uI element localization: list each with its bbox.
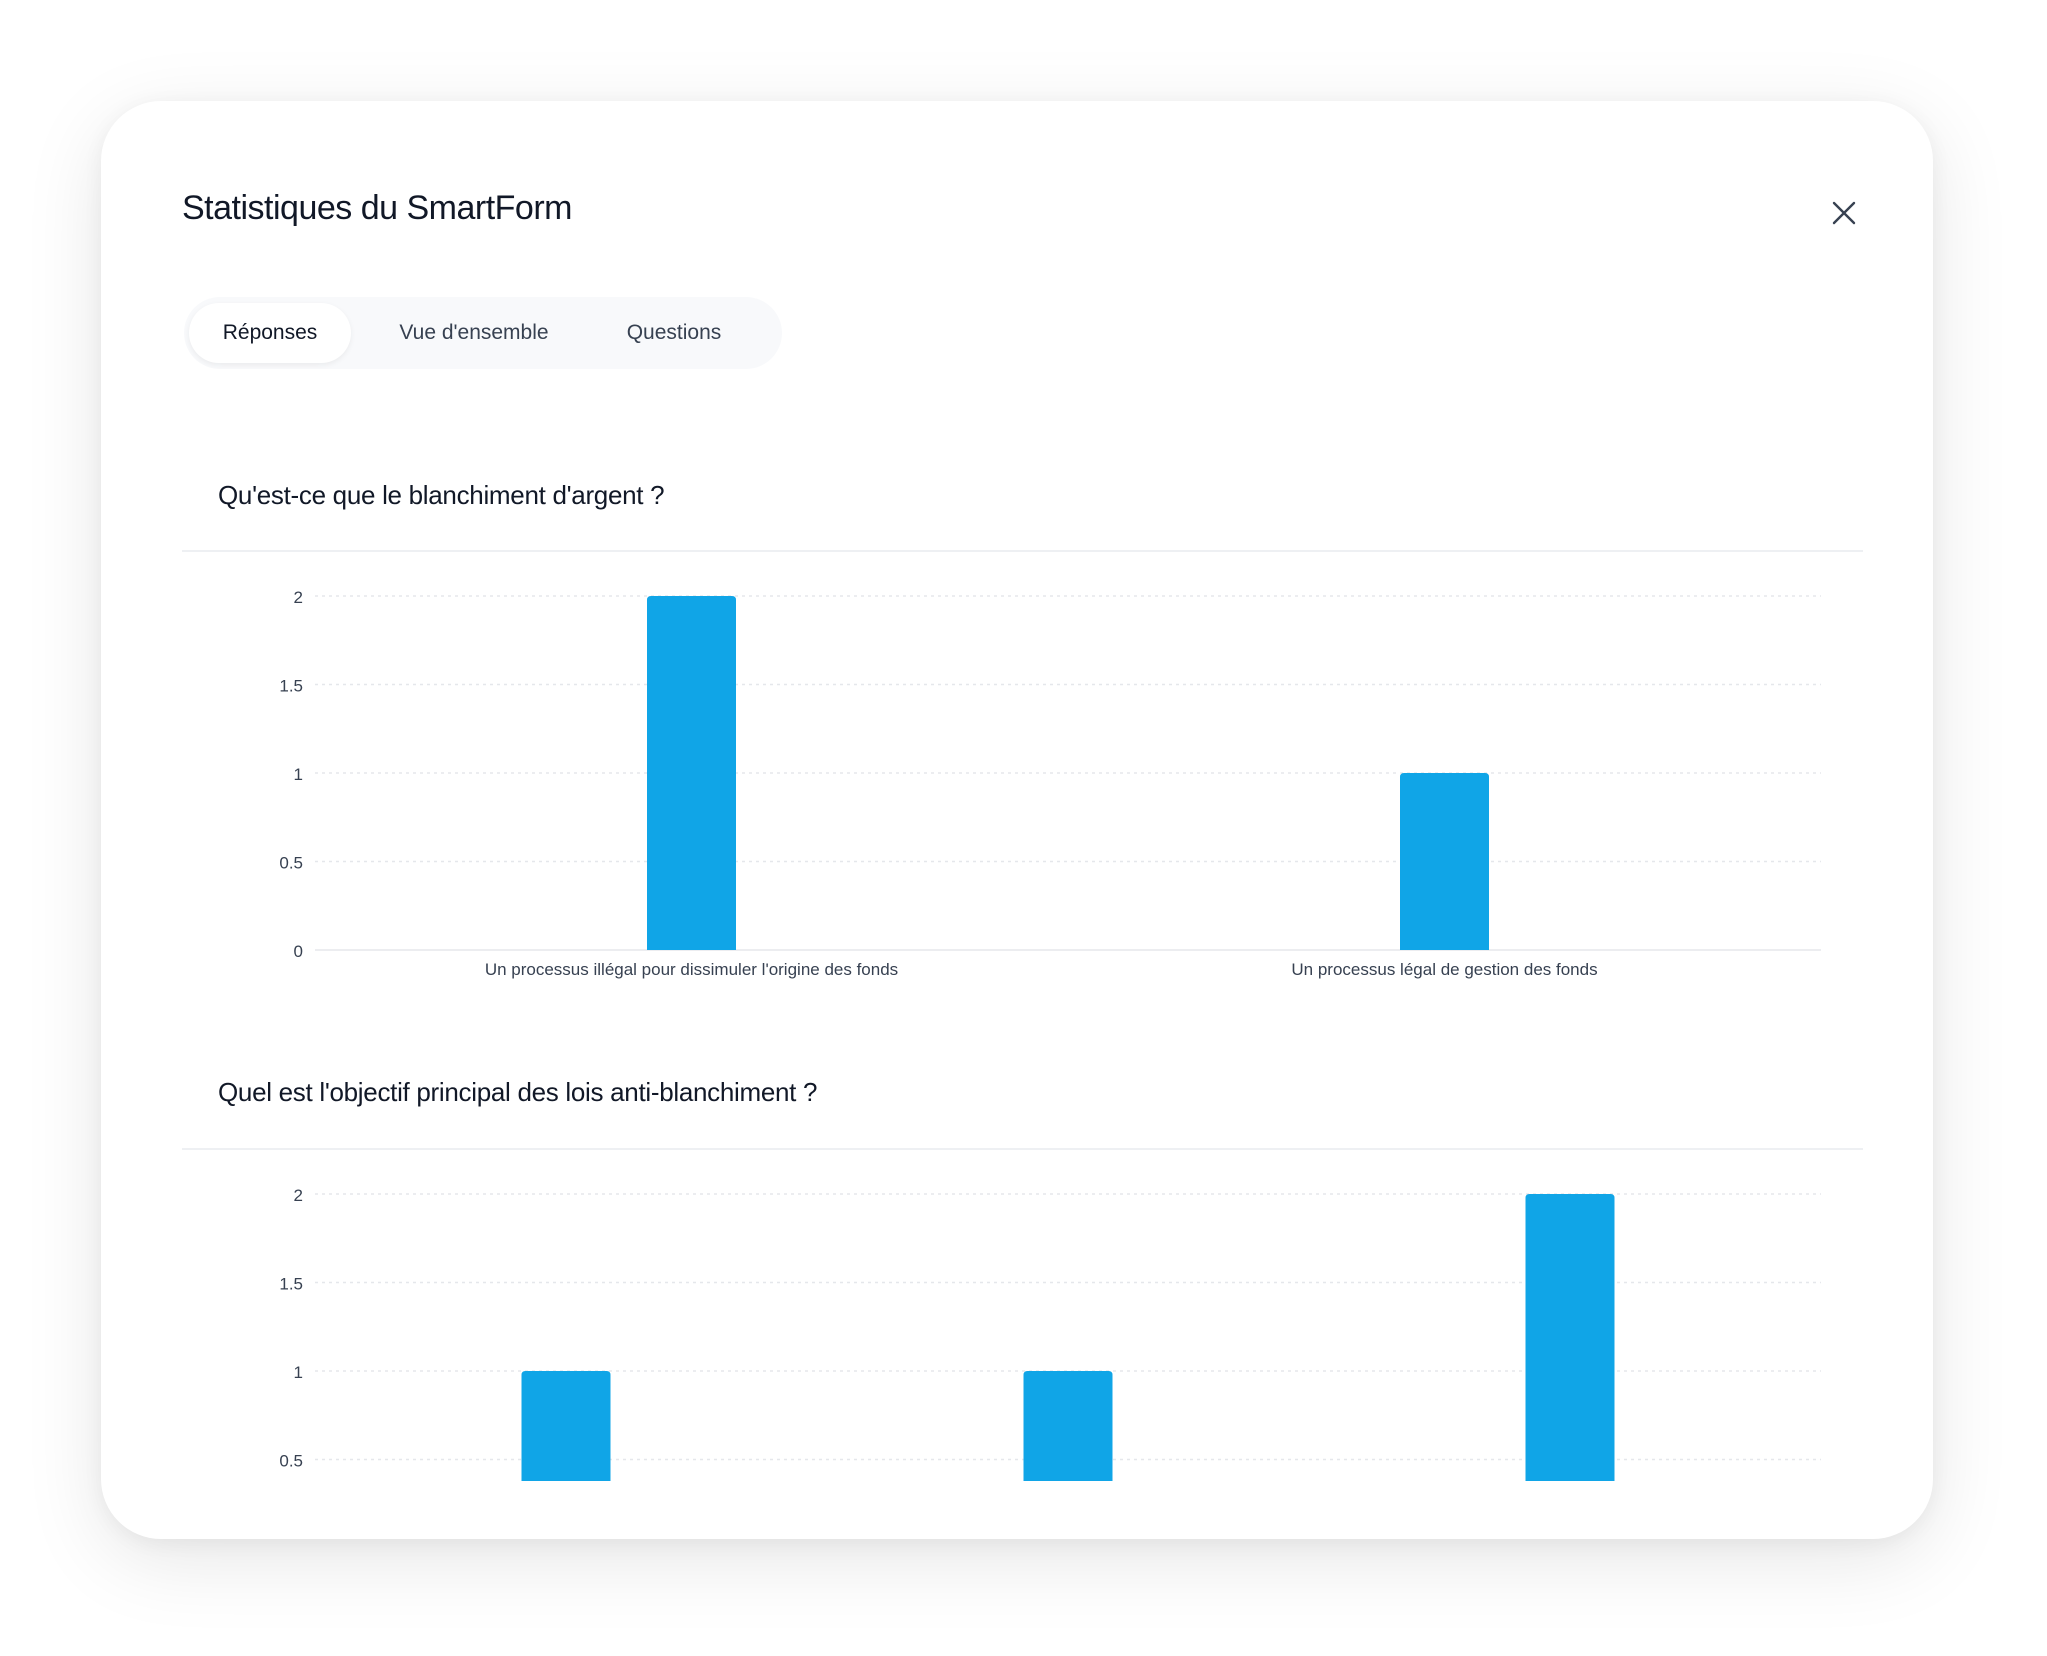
tab-vue-ensemble[interactable]: Vue d'ensemble [399,321,549,344]
y-tick-label: 0 [294,942,303,961]
bar[interactable] [1400,773,1489,950]
y-tick-label: 1 [294,765,303,784]
y-tick-label: 2 [294,1186,303,1205]
y-tick-label: 1.5 [279,677,303,696]
bar-chart-2: 0.5 1 1.5 2 [279,1186,1821,1481]
question-title-1: Qu'est-ce que le blanchiment d'argent ? [218,480,665,510]
bar[interactable] [521,1371,611,1481]
y-tick-label: 0.5 [279,854,303,873]
y-tick-label: 2 [294,588,303,607]
modal-title: Statistiques du SmartForm [182,189,572,227]
bar[interactable] [647,596,736,950]
x-category-label: Un processus illégal pour dissimuler l'o… [485,960,898,979]
bar[interactable] [1023,1371,1113,1481]
y-tick-label: 1 [294,1363,303,1382]
y-tick-label: 1.5 [279,1275,303,1294]
tab-questions[interactable]: Questions [626,321,722,344]
close-icon[interactable] [1824,193,1864,233]
divider [182,1148,1863,1150]
bar[interactable] [1525,1194,1615,1481]
statistics-modal: Statistiques du SmartForm Réponses Vue d… [101,101,1933,1539]
question-title-2: Quel est l'objectif principal des lois a… [218,1077,818,1107]
divider [182,550,1863,552]
bar-chart-1: 0 0.5 1 1.5 2 Un processus illégal pour dissi… [279,588,1821,979]
y-tick-label: 0.5 [279,1452,303,1471]
tab-reponses[interactable]: Réponses [189,303,351,363]
tab-bar: Réponses Vue d'ensemble Questions [184,297,782,369]
x-category-label: Un processus légal de gestion des fonds [1291,960,1597,979]
